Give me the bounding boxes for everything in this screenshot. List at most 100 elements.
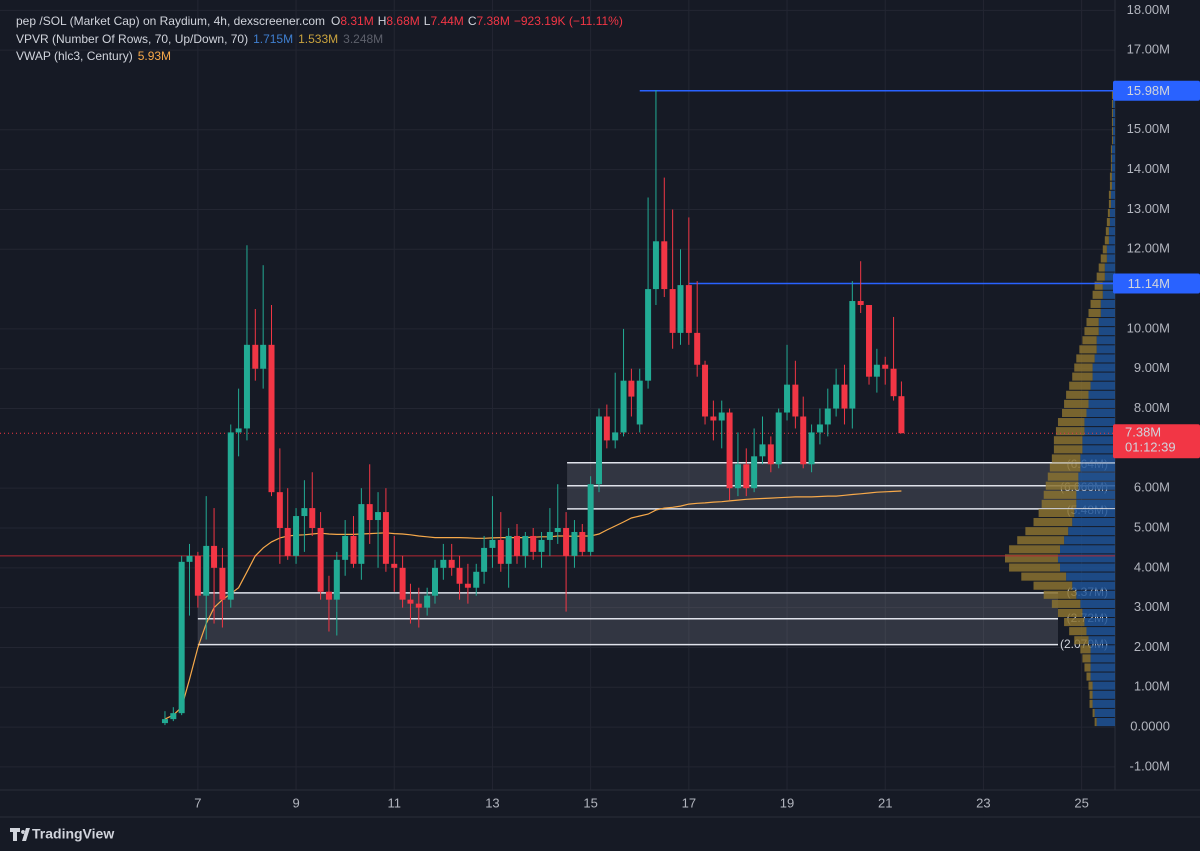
profile-up (1104, 263, 1115, 272)
profile-up (1090, 381, 1115, 390)
profile-up (1066, 572, 1115, 581)
level-price-box (1113, 80, 1200, 101)
profile-down (1033, 518, 1073, 527)
candle-body (513, 535, 520, 556)
profile-up (1082, 608, 1115, 618)
profile-up (1090, 672, 1115, 681)
profile-down (1084, 327, 1099, 336)
profile-up (1072, 518, 1115, 527)
candle-body (898, 396, 905, 434)
level-price-label: 11.14M (1128, 276, 1170, 291)
candle-body (333, 559, 340, 600)
profile-up (1060, 563, 1115, 572)
profile-down (1109, 181, 1112, 190)
profile-down (1082, 336, 1097, 345)
profile-down (1057, 418, 1085, 427)
profile-down (1082, 654, 1091, 663)
ohlc-key: L (424, 14, 431, 28)
candle-body (391, 563, 398, 568)
candle-body (538, 539, 545, 552)
y-tick-label: 8.00M (1134, 400, 1170, 415)
profile-up (1092, 699, 1115, 708)
profile-down (1098, 263, 1105, 272)
profile-up (1080, 599, 1115, 608)
candle-body (325, 591, 332, 600)
profile-down (1104, 236, 1109, 245)
profile-up (1106, 254, 1115, 263)
profile-up (1078, 472, 1115, 481)
x-tick-label: 21 (878, 795, 892, 810)
candle-body (497, 539, 504, 564)
profile-up (1088, 399, 1115, 408)
profile-up (1078, 481, 1115, 490)
logo-icon (10, 828, 30, 841)
profile-up (1109, 218, 1115, 227)
candle-body (800, 416, 807, 465)
candle-body (375, 512, 382, 521)
profile-up (1057, 554, 1115, 563)
last-price-box (1113, 424, 1200, 459)
x-tick-label: 9 (292, 795, 299, 810)
candle-body (718, 412, 725, 421)
y-tick-label: 3.00M (1134, 599, 1170, 614)
candle-body (661, 241, 668, 290)
profile-down (1105, 227, 1109, 236)
candle-body (161, 719, 168, 724)
profile-down (1025, 527, 1069, 536)
level-price-label: 15.98M (1127, 83, 1170, 98)
y-tick-label: 17.00M (1127, 42, 1170, 57)
candle-body (219, 567, 226, 600)
profile-down (1111, 108, 1113, 118)
candle-body (473, 571, 480, 588)
candle-body (702, 364, 709, 417)
candle-body (784, 384, 791, 413)
profile-up (1090, 663, 1115, 672)
candle-body (824, 408, 831, 425)
profile-down (1074, 636, 1089, 645)
profile-down (1096, 272, 1105, 281)
y-tick-label: 2.00M (1134, 639, 1170, 654)
profile-down (1088, 308, 1101, 318)
profile-down (1053, 436, 1083, 445)
indicator-value: 5.93M (138, 49, 171, 63)
change: −923.19K (−11.11%) (514, 14, 623, 28)
candle-body (652, 241, 659, 290)
profile-up (1111, 172, 1115, 181)
candle-body (366, 504, 373, 521)
y-tick-label: 14.00M (1127, 161, 1170, 176)
x-tick-label: 17 (682, 795, 696, 810)
profile-up (1104, 272, 1115, 281)
profile-up (1092, 681, 1115, 690)
profile-down (1079, 345, 1097, 354)
profile-down (1072, 372, 1093, 381)
candle-body (342, 535, 349, 560)
candle-body (203, 545, 210, 596)
profile-up (1080, 463, 1115, 472)
profile-down (1107, 208, 1110, 218)
candle-body (882, 364, 889, 369)
profile-up (1111, 163, 1115, 172)
profile-up (1098, 327, 1115, 336)
candle-body (792, 384, 799, 417)
profile-down (1062, 408, 1087, 418)
profile-down (1009, 563, 1060, 572)
candle-body (211, 545, 218, 568)
candle-body (873, 364, 880, 377)
y-tick-label: 12.00M (1127, 241, 1170, 256)
profile-down (1088, 681, 1093, 690)
profile-down (1049, 463, 1081, 472)
profile-up (1080, 454, 1115, 463)
candle-body (194, 555, 201, 596)
candle-body (358, 504, 365, 564)
candle-body (751, 456, 758, 489)
candle-body (603, 416, 610, 441)
profile-up (1096, 345, 1115, 354)
profile-up (1082, 445, 1115, 454)
profile-up (1090, 645, 1115, 654)
candle-body (808, 432, 815, 465)
profile-down (1102, 245, 1107, 254)
x-tick-label: 13 (485, 795, 499, 810)
profile-down (1110, 163, 1112, 172)
profile-up (1076, 490, 1115, 499)
profile-down (1094, 717, 1097, 727)
